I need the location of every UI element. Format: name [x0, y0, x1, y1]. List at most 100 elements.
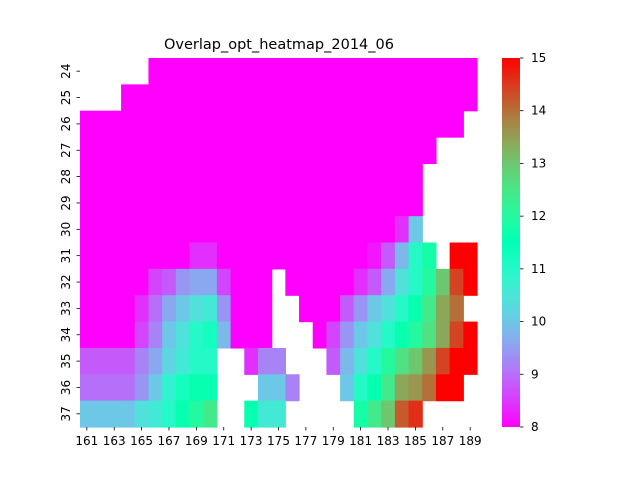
heatmap-cell	[422, 137, 437, 165]
heatmap-cell	[257, 84, 273, 112]
heatmap-cell	[340, 321, 355, 349]
heatmap-cell	[381, 84, 396, 112]
heatmap-cell	[257, 400, 273, 428]
heatmap-cell	[285, 137, 300, 165]
heatmap-cell	[162, 84, 177, 112]
heatmap-cell	[353, 58, 369, 85]
colorbar-tick-label: 15	[531, 51, 546, 65]
heatmap-cell	[394, 58, 410, 85]
heatmap-cell	[244, 110, 259, 138]
heatmap-cell	[394, 374, 410, 402]
heatmap-cell	[257, 216, 273, 244]
heatmap-cell	[134, 216, 150, 244]
heatmap-cell	[107, 321, 122, 349]
y-tick-label: 36	[59, 380, 73, 395]
heatmap-cell	[299, 242, 314, 270]
heatmap-cell	[408, 268, 423, 296]
heatmap-cell	[299, 189, 314, 217]
heatmap-cell	[353, 242, 369, 270]
heatmap-cell	[80, 137, 95, 165]
heatmap-cell	[285, 110, 300, 138]
heatmap-cell	[162, 321, 177, 349]
heatmap-cell	[257, 321, 273, 349]
heatmap-cell	[408, 242, 423, 270]
heatmap-cell	[203, 84, 218, 112]
y-tick-label: 30	[59, 222, 73, 237]
heatmap-cell	[80, 189, 95, 217]
heatmap-cell	[121, 295, 136, 323]
heatmap-cell	[394, 84, 410, 112]
heatmap-cell	[230, 321, 245, 349]
heatmap-cell	[422, 295, 437, 323]
x-tick-label: 187	[431, 434, 454, 448]
heatmap-cell	[394, 321, 410, 349]
heatmap-cell	[408, 216, 423, 244]
x-tick-label: 177	[294, 434, 317, 448]
heatmap-cell	[463, 242, 478, 270]
chart-title: Overlap_opt_heatmap_2014_06	[164, 37, 394, 53]
x-tick-label: 181	[349, 434, 372, 448]
heatmap-cell	[326, 84, 341, 112]
heatmap-cell	[162, 110, 177, 138]
heatmap-cell	[203, 163, 218, 191]
heatmap-cell	[216, 110, 232, 138]
heatmap-cell	[93, 374, 108, 402]
heatmap-cell	[148, 110, 163, 138]
heatmap-cell	[408, 58, 423, 85]
heatmap-cell	[312, 189, 328, 217]
heatmap-cell	[244, 84, 259, 112]
heatmap-cell	[299, 84, 314, 112]
heatmap-cell	[121, 374, 136, 402]
heatmap-cell	[326, 347, 341, 375]
heatmap-cell	[203, 268, 218, 296]
heatmap-cell	[148, 374, 163, 402]
heatmap-cell	[121, 84, 136, 112]
heatmap-cell	[299, 110, 314, 138]
heatmap-cell	[408, 400, 423, 428]
heatmap-cell	[216, 242, 232, 270]
heatmap-cell	[80, 110, 95, 138]
heatmap-cell	[148, 84, 163, 112]
heatmap-cell	[312, 137, 328, 165]
heatmap-cell	[463, 58, 478, 85]
heatmap-cell	[148, 163, 163, 191]
heatmap-cell	[175, 137, 191, 165]
heatmap-cell	[367, 189, 382, 217]
heatmap-cell	[216, 268, 232, 296]
heatmap-cell	[189, 268, 204, 296]
heatmap-cell	[230, 189, 245, 217]
y-tick-label: 24	[59, 64, 73, 79]
heatmap-cell	[175, 216, 191, 244]
heatmap-cell	[162, 295, 177, 323]
heatmap-cell	[203, 400, 218, 428]
heatmap-cell	[203, 295, 218, 323]
heatmap-cell	[148, 137, 163, 165]
heatmap-cell	[326, 58, 341, 85]
heatmap-cell	[435, 295, 451, 323]
heatmap-cell	[203, 242, 218, 270]
heatmap-cell	[244, 216, 259, 244]
heatmap-cell	[353, 400, 369, 428]
heatmap-cell	[326, 268, 341, 296]
heatmap-cell	[93, 137, 108, 165]
heatmap-cell	[175, 268, 191, 296]
heatmap-cell	[162, 163, 177, 191]
heatmap-cell	[107, 347, 122, 375]
heatmap-cell	[189, 321, 204, 349]
heatmap-cell	[162, 189, 177, 217]
heatmap-cell	[381, 295, 396, 323]
heatmap-cell	[394, 110, 410, 138]
heatmap-cell	[299, 137, 314, 165]
heatmap-cell	[353, 295, 369, 323]
heatmap-cell	[189, 58, 204, 85]
heatmap-cell	[189, 84, 204, 112]
heatmap-cell	[80, 374, 95, 402]
heatmap-cell	[463, 321, 478, 349]
heatmap-cell	[408, 374, 423, 402]
heatmap-cell	[175, 347, 191, 375]
colorbar-tick-label: 8	[531, 420, 539, 434]
heatmap-cell	[394, 400, 410, 428]
heatmap-cell	[381, 110, 396, 138]
colorbar-tick-label: 13	[531, 156, 546, 170]
heatmap-cell	[367, 400, 382, 428]
